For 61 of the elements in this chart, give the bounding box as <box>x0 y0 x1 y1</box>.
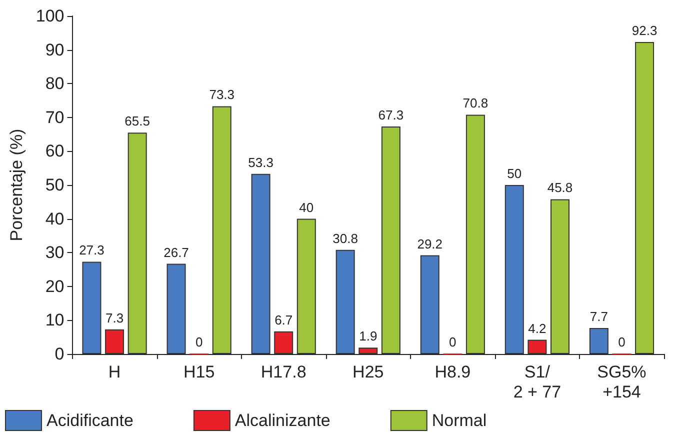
data-label: 53.3 <box>248 154 274 170</box>
data-label: 7.7 <box>590 308 608 324</box>
y-tick-label: 20 <box>45 276 64 296</box>
y-tick-label: 0 <box>54 344 64 364</box>
data-label: 45.8 <box>547 180 573 196</box>
data-label: 73.3 <box>209 87 235 102</box>
y-tick-label: 90 <box>45 40 64 60</box>
data-label: 40 <box>299 200 314 215</box>
x-tick-label: H17.8 <box>260 362 306 382</box>
bar <box>466 114 485 354</box>
data-label: 0 <box>618 334 626 350</box>
bar <box>296 218 316 354</box>
legend-label: Alcalinizante <box>234 411 330 430</box>
data-label: 7.3 <box>105 310 124 326</box>
bar <box>381 126 400 354</box>
x-tick-label: H8.9 <box>434 362 471 382</box>
bar <box>420 255 440 354</box>
y-axis-title: Porcentaje (%) <box>7 128 26 242</box>
bar <box>212 106 232 354</box>
data-label: 0 <box>449 334 456 350</box>
bar <box>105 329 124 354</box>
data-label: 92.3 <box>632 23 658 38</box>
bar <box>251 174 270 354</box>
data-label: 30.8 <box>332 230 358 246</box>
bar <box>589 328 608 354</box>
legend-label: Normal <box>432 411 487 430</box>
y-tick-label: 60 <box>45 142 64 161</box>
bar <box>358 348 378 354</box>
y-tick-label: 40 <box>45 209 64 228</box>
y-tick-label: 70 <box>45 108 64 127</box>
bar <box>166 264 186 354</box>
bar <box>82 262 102 354</box>
x-tick-label: H <box>108 362 121 382</box>
legend-label: Acidificante <box>46 411 134 430</box>
bar <box>274 331 294 354</box>
x-tick-label: SG5% +154 <box>597 362 646 402</box>
x-tick-label: S1/ 2 + 77 <box>513 362 562 402</box>
bar <box>128 132 147 354</box>
bar <box>528 340 547 354</box>
y-tick-label: 100 <box>36 6 64 26</box>
data-label: 67.3 <box>378 108 404 123</box>
y-tick-label: 50 <box>45 176 64 194</box>
data-label: 27.3 <box>79 242 104 258</box>
data-label: 6.7 <box>274 312 293 328</box>
bar <box>336 250 355 354</box>
data-label: 26.7 <box>164 244 189 260</box>
data-label: 29.2 <box>417 236 443 252</box>
data-label: 4.2 <box>528 320 546 336</box>
bar <box>550 199 570 354</box>
bar <box>635 42 654 354</box>
y-tick-label: 10 <box>45 310 64 330</box>
bar <box>504 185 524 354</box>
x-tick-label: H15 <box>183 362 215 382</box>
data-label: 0 <box>195 334 203 350</box>
data-label: 1.9 <box>359 328 378 344</box>
y-tick-label: 30 <box>45 243 64 262</box>
x-tick-label: H25 <box>352 362 384 382</box>
data-label: 70.8 <box>462 96 488 111</box>
y-tick-label: 80 <box>45 74 64 94</box>
data-label: 50 <box>507 166 522 181</box>
data-label: 65.5 <box>124 114 150 129</box>
